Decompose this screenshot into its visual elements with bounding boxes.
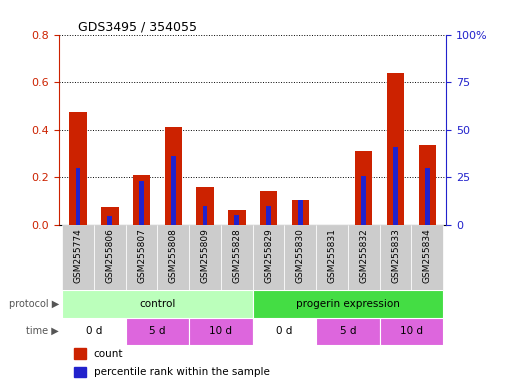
- Bar: [62, 225, 94, 290]
- Bar: [298, 200, 303, 225]
- Bar: [203, 206, 207, 225]
- Bar: [107, 215, 112, 225]
- Text: GSM255809: GSM255809: [201, 228, 209, 283]
- Bar: [260, 190, 277, 225]
- Text: GSM255774: GSM255774: [73, 228, 83, 283]
- Text: control: control: [139, 299, 175, 309]
- Text: 5 d: 5 d: [340, 326, 356, 336]
- Text: GSM255834: GSM255834: [423, 228, 432, 283]
- Text: GSM255828: GSM255828: [232, 228, 241, 283]
- Bar: [234, 215, 239, 225]
- Text: GDS3495 / 354055: GDS3495 / 354055: [78, 20, 198, 33]
- Bar: [74, 367, 86, 377]
- Bar: [393, 147, 398, 225]
- Text: 5 d: 5 d: [149, 326, 166, 336]
- Bar: [157, 225, 189, 290]
- Bar: [411, 225, 443, 290]
- Text: GSM255829: GSM255829: [264, 228, 273, 283]
- Bar: [291, 200, 309, 225]
- Text: 0 d: 0 d: [86, 326, 102, 336]
- Bar: [380, 225, 411, 290]
- Text: progerin expression: progerin expression: [296, 299, 400, 309]
- Text: time ▶: time ▶: [26, 326, 59, 336]
- Bar: [196, 187, 214, 225]
- Text: GSM255807: GSM255807: [137, 228, 146, 283]
- Text: GSM255831: GSM255831: [327, 228, 337, 283]
- Text: GSM255830: GSM255830: [296, 228, 305, 283]
- Bar: [355, 151, 372, 225]
- Bar: [361, 175, 366, 225]
- Bar: [189, 318, 253, 345]
- Bar: [284, 225, 316, 290]
- Bar: [316, 225, 348, 290]
- Bar: [387, 73, 404, 225]
- Bar: [253, 225, 284, 290]
- Text: 0 d: 0 d: [276, 326, 292, 336]
- Text: GSM255832: GSM255832: [359, 228, 368, 283]
- Text: 10 d: 10 d: [209, 326, 232, 336]
- Bar: [62, 290, 253, 318]
- Bar: [94, 225, 126, 290]
- Bar: [228, 210, 246, 225]
- Bar: [126, 225, 157, 290]
- Text: GSM255833: GSM255833: [391, 228, 400, 283]
- Bar: [133, 175, 150, 225]
- Text: 10 d: 10 d: [400, 326, 423, 336]
- Bar: [419, 145, 436, 225]
- Bar: [221, 225, 253, 290]
- Text: GSM255808: GSM255808: [169, 228, 178, 283]
- Bar: [380, 318, 443, 345]
- Bar: [316, 318, 380, 345]
- Bar: [253, 318, 316, 345]
- Text: GSM255806: GSM255806: [105, 228, 114, 283]
- Bar: [74, 348, 86, 359]
- Bar: [69, 112, 87, 225]
- Bar: [126, 318, 189, 345]
- Bar: [101, 207, 119, 225]
- Text: percentile rank within the sample: percentile rank within the sample: [94, 367, 270, 377]
- Bar: [165, 127, 182, 225]
- Bar: [139, 181, 144, 225]
- Bar: [75, 168, 81, 225]
- Bar: [425, 168, 430, 225]
- Bar: [266, 206, 271, 225]
- Bar: [348, 225, 380, 290]
- Bar: [62, 318, 126, 345]
- Text: count: count: [94, 349, 123, 359]
- Bar: [253, 290, 443, 318]
- Bar: [171, 156, 175, 225]
- Text: protocol ▶: protocol ▶: [9, 299, 59, 309]
- Bar: [189, 225, 221, 290]
